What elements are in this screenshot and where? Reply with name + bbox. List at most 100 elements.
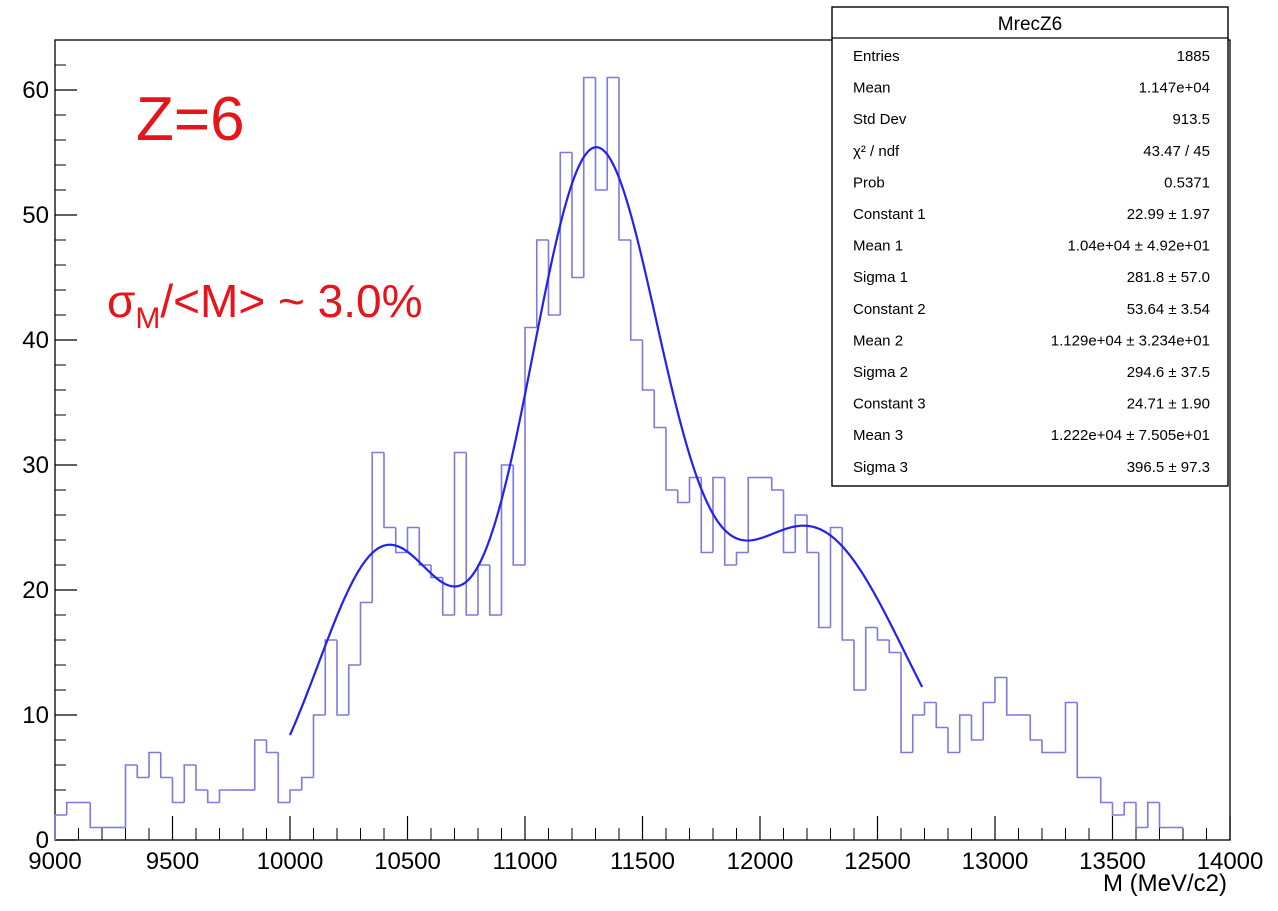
x-tick-label: 13000 — [962, 848, 1029, 875]
fit-curve-layer — [288, 146, 924, 736]
histogram-bin — [253, 739, 267, 790]
histogram-bin — [1064, 701, 1078, 753]
histogram-bin — [1041, 740, 1054, 754]
histogram-bin — [618, 77, 631, 241]
stats-row-label: Prob — [853, 174, 885, 191]
fit-curve — [288, 146, 924, 736]
histogram-bin — [665, 427, 678, 491]
stats-row-label: Mean 3 — [853, 427, 903, 444]
resolution-ratio: /<M> ~ 3.0% — [160, 275, 422, 327]
histogram-bin — [794, 514, 807, 553]
histogram-bin — [312, 714, 326, 778]
stats-row-value: 0.5371 — [1164, 174, 1210, 191]
stats-row-value: 396.5 ± 97.3 — [1127, 459, 1210, 476]
y-tick-label: 30 — [22, 452, 49, 479]
histogram-bin — [418, 527, 431, 566]
histogram-bin — [524, 326, 537, 565]
stats-row-value: 294.6 ± 37.5 — [1127, 364, 1210, 381]
histogram-bin — [994, 676, 1007, 703]
stats-box-title: MrecZ6 — [998, 14, 1062, 35]
histogram-bin — [935, 702, 948, 729]
histogram-bin — [841, 527, 854, 641]
stats-row-label: Sigma 1 — [853, 269, 908, 286]
histogram-bin — [676, 490, 690, 504]
histogram-bin — [629, 240, 643, 341]
histogram-bin — [700, 477, 713, 554]
histogram-bin — [970, 715, 984, 741]
histogram-bin — [430, 565, 443, 579]
y-axis: 0 10 20 30 40 50 60 — [22, 39, 77, 854]
stats-rows: Entries 1885 Mean 1.147e+04 Std Dev 913.5 χ² /… — [853, 48, 1210, 476]
x-tick-label: 9000 — [28, 848, 81, 875]
histogram-bin — [547, 240, 561, 316]
stats-row-label: Std Dev — [853, 111, 907, 128]
histogram-bin — [406, 526, 420, 553]
histogram-bin — [488, 565, 502, 616]
histogram-bin — [582, 76, 596, 278]
y-tick-label: 50 — [22, 202, 49, 229]
histogram-bin — [958, 714, 972, 753]
histogram-bin — [1111, 802, 1125, 816]
stats-row-value: 22.99 ± 1.97 — [1127, 206, 1210, 223]
histogram-bin — [195, 765, 208, 791]
histogram-bin — [1158, 802, 1172, 829]
stats-row-value: 281.8 ± 57.0 — [1127, 269, 1210, 286]
stats-row-label: Mean 2 — [853, 332, 903, 349]
histogram-bin — [1005, 677, 1019, 716]
histogram-bin — [1135, 802, 1148, 829]
histogram-bin — [183, 764, 196, 803]
histogram-bin — [653, 390, 666, 429]
histogram-bin — [265, 740, 279, 754]
histogram-bin — [1076, 702, 1089, 779]
histogram-bin — [1123, 801, 1136, 815]
resolution-subscript: M — [135, 302, 160, 335]
x-tick-label: 10500 — [374, 848, 441, 875]
resolution-annotation: σM/<M> ~ 3.0% — [107, 275, 423, 335]
histogram-bin — [864, 626, 878, 690]
y-tick-label: 0 — [36, 827, 49, 854]
histogram-bin — [54, 814, 67, 840]
stats-row-label: Mean — [853, 80, 891, 97]
x-tick-label: 10000 — [257, 848, 324, 875]
histogram-bin — [876, 627, 890, 641]
histogram-bin — [594, 77, 608, 191]
histogram-bin — [124, 764, 138, 828]
stats-row-value: 43.47 / 45 — [1143, 143, 1210, 160]
histogram-bin — [982, 701, 995, 740]
histogram-bin — [911, 714, 925, 753]
histogram-bin — [289, 789, 302, 803]
stats-row-value: 1.129e+04 ± 3.234e+01 — [1051, 332, 1210, 349]
histogram-bin — [277, 752, 290, 804]
stats-row-value: 1.147e+04 — [1139, 80, 1210, 97]
histogram-bin — [148, 751, 161, 778]
histogram-bin — [806, 515, 819, 554]
charge-annotation: Z=6 — [136, 85, 245, 154]
histogram-bin — [441, 577, 455, 616]
histogram-bin — [735, 551, 749, 565]
histogram-bin — [782, 490, 796, 554]
histogram-bin — [465, 452, 478, 616]
stats-row-label: Constant 3 — [853, 396, 926, 413]
histogram-bin — [1099, 777, 1113, 804]
histogram-bin — [89, 802, 102, 829]
stats-row-label: Mean 1 — [853, 238, 903, 255]
histogram-bin — [65, 801, 79, 815]
stats-row-value: 24.71 ± 1.90 — [1127, 396, 1210, 413]
y-tick-label: 40 — [22, 327, 49, 354]
histogram-bin — [888, 640, 901, 654]
histogram-bin — [923, 701, 937, 715]
histogram-bin — [453, 451, 467, 615]
stats-row-label: Constant 1 — [853, 206, 926, 223]
x-tick-label: 11500 — [610, 848, 675, 875]
histogram-bin — [559, 151, 572, 315]
histogram-bin — [324, 639, 337, 715]
histogram-bin — [359, 601, 373, 665]
x-tick-label: 14000 — [1197, 848, 1264, 875]
x-tick-label: 9500 — [146, 848, 199, 875]
x-axis-title: M (MeV/c2) — [1103, 870, 1227, 897]
histogram-bin — [641, 340, 655, 391]
stats-row-value: 1.222e+04 ± 7.505e+01 — [1051, 427, 1210, 444]
resolution-sigma: σ — [107, 275, 135, 327]
histogram-bin — [947, 727, 960, 754]
